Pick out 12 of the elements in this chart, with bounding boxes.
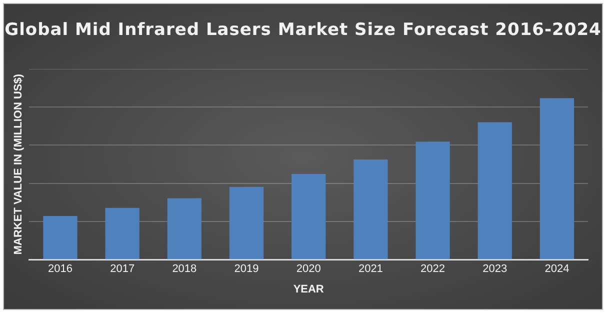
x-tick-label: 2016: [48, 263, 72, 276]
x-tick-label: 2019: [234, 263, 259, 276]
x-tick-label: 2023: [482, 263, 508, 276]
x-tick-label: 2020: [296, 263, 321, 276]
x-tick-label: 2022: [420, 263, 446, 276]
x-tick-label: 2018: [172, 263, 197, 276]
chart-title: Global Mid Infrared Lasers Market Size Forecast 2016-2024: [4, 19, 602, 42]
x-tick-label: 2017: [110, 263, 135, 276]
x-tick-label: 2024: [544, 263, 570, 276]
x-tick-label: 2021: [358, 263, 383, 276]
x-axis-title: YEAR: [293, 283, 324, 296]
y-axis-title: MARKET VALUE IN (MILLION US$): [12, 74, 25, 255]
